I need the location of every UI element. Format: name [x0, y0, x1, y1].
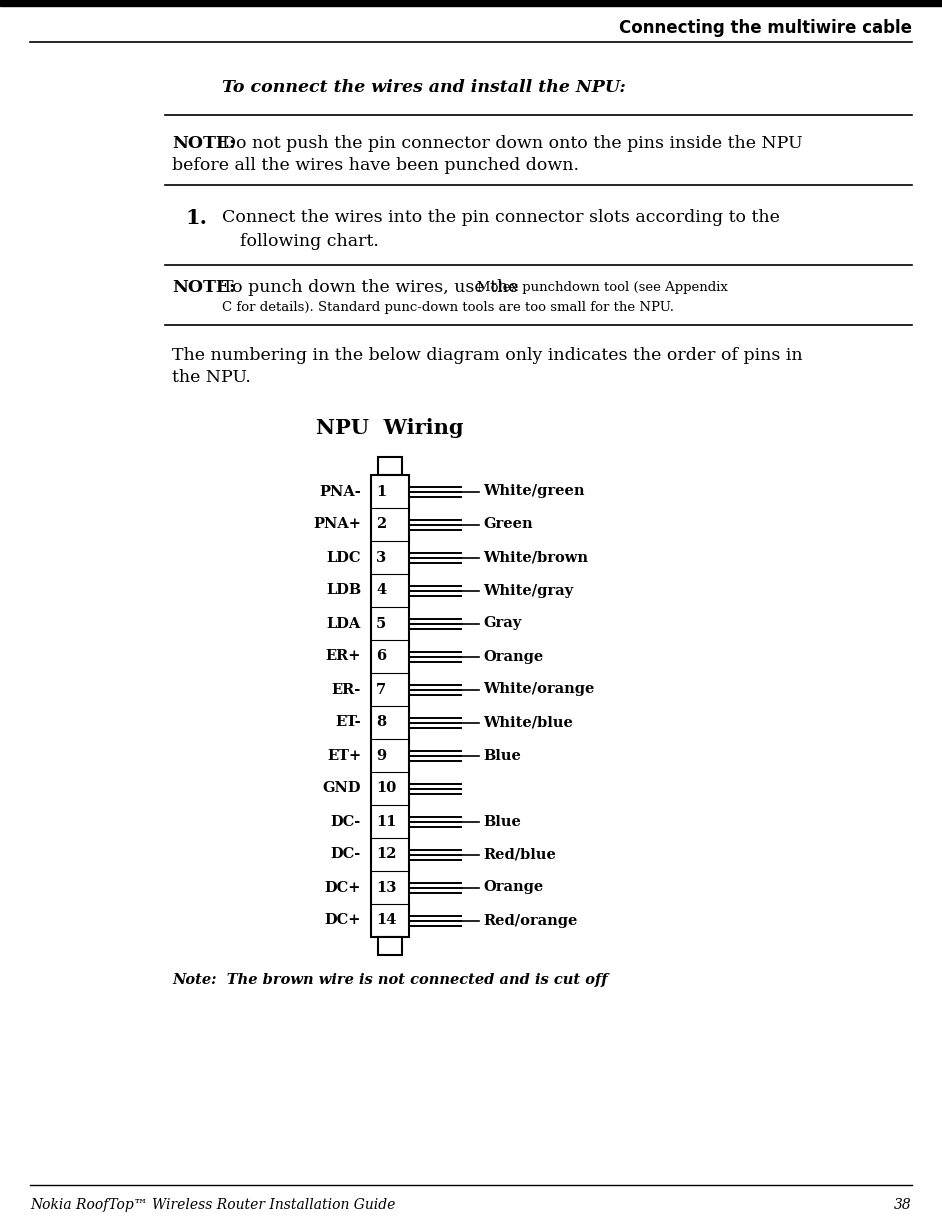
- Text: 2: 2: [376, 517, 386, 532]
- Text: 4: 4: [376, 583, 386, 598]
- Text: 12: 12: [376, 848, 397, 861]
- Text: NOTE:: NOTE:: [172, 279, 236, 296]
- Text: 14: 14: [376, 914, 397, 927]
- Text: White/blue: White/blue: [483, 715, 573, 730]
- Text: 1.: 1.: [185, 207, 207, 228]
- Text: ET-: ET-: [335, 715, 361, 730]
- Text: DC+: DC+: [325, 914, 361, 927]
- Text: 13: 13: [376, 881, 397, 894]
- Text: DC-: DC-: [331, 815, 361, 828]
- Text: PNA+: PNA+: [313, 517, 361, 532]
- Text: Green: Green: [483, 517, 532, 532]
- Text: 9: 9: [376, 749, 386, 762]
- Text: 7: 7: [376, 682, 386, 697]
- Text: ET+: ET+: [327, 749, 361, 762]
- Text: 3: 3: [376, 550, 386, 565]
- Bar: [0, 0, 942, 6]
- Text: Nokia RoofTop™ Wireless Router Installation Guide: Nokia RoofTop™ Wireless Router Installat…: [30, 1198, 396, 1211]
- Text: Molex punchdown tool (see Appendix: Molex punchdown tool (see Appendix: [477, 282, 728, 294]
- Text: Red/orange: Red/orange: [483, 914, 577, 927]
- Text: To punch down the wires, use the: To punch down the wires, use the: [222, 279, 524, 296]
- Text: Connecting the multiwire cable: Connecting the multiwire cable: [619, 20, 912, 37]
- Text: LDA: LDA: [327, 616, 361, 631]
- Text: 10: 10: [376, 782, 397, 795]
- Text: before all the wires have been punched down.: before all the wires have been punched d…: [172, 156, 579, 173]
- Text: Orange: Orange: [483, 649, 544, 664]
- Text: GND: GND: [322, 782, 361, 795]
- Text: ER-: ER-: [332, 682, 361, 697]
- Text: Blue: Blue: [483, 749, 521, 762]
- Text: 11: 11: [376, 815, 397, 828]
- Bar: [371, 475, 409, 937]
- Text: DC-: DC-: [331, 848, 361, 861]
- Text: Gray: Gray: [483, 616, 521, 631]
- Text: Connect the wires into the pin connector slots according to the: Connect the wires into the pin connector…: [222, 210, 780, 227]
- Text: The numbering in the below diagram only indicates the order of pins in: The numbering in the below diagram only …: [172, 346, 803, 364]
- Text: White/brown: White/brown: [483, 550, 588, 565]
- Bar: [378, 937, 402, 955]
- Text: LDB: LDB: [326, 583, 361, 598]
- Text: the NPU.: the NPU.: [172, 370, 251, 387]
- Text: Note:  The brown wire is not connected and is cut off: Note: The brown wire is not connected an…: [172, 974, 608, 987]
- Text: 5: 5: [376, 616, 386, 631]
- Text: White/orange: White/orange: [483, 682, 594, 697]
- Text: 38: 38: [894, 1198, 912, 1211]
- Text: White/green: White/green: [483, 484, 584, 499]
- Text: NOTE:: NOTE:: [172, 134, 236, 151]
- Text: To connect the wires and install the NPU:: To connect the wires and install the NPU…: [222, 79, 625, 96]
- Text: Red/blue: Red/blue: [483, 848, 556, 861]
- Text: 8: 8: [376, 715, 386, 730]
- Text: Blue: Blue: [483, 815, 521, 828]
- Text: NPU  Wiring: NPU Wiring: [317, 418, 463, 438]
- Text: Do not push the pin connector down onto the pins inside the NPU: Do not push the pin connector down onto …: [222, 134, 803, 151]
- Text: 6: 6: [376, 649, 386, 664]
- Text: ER+: ER+: [326, 649, 361, 664]
- Text: White/gray: White/gray: [483, 583, 573, 598]
- Bar: [378, 458, 402, 475]
- Text: LDC: LDC: [327, 550, 361, 565]
- Text: C for details). Standard punc-down tools are too small for the NPU.: C for details). Standard punc-down tools…: [222, 301, 674, 315]
- Text: 1: 1: [376, 484, 386, 499]
- Text: Orange: Orange: [483, 881, 544, 894]
- Text: DC+: DC+: [325, 881, 361, 894]
- Text: PNA-: PNA-: [319, 484, 361, 499]
- Text: following chart.: following chart.: [240, 233, 379, 250]
